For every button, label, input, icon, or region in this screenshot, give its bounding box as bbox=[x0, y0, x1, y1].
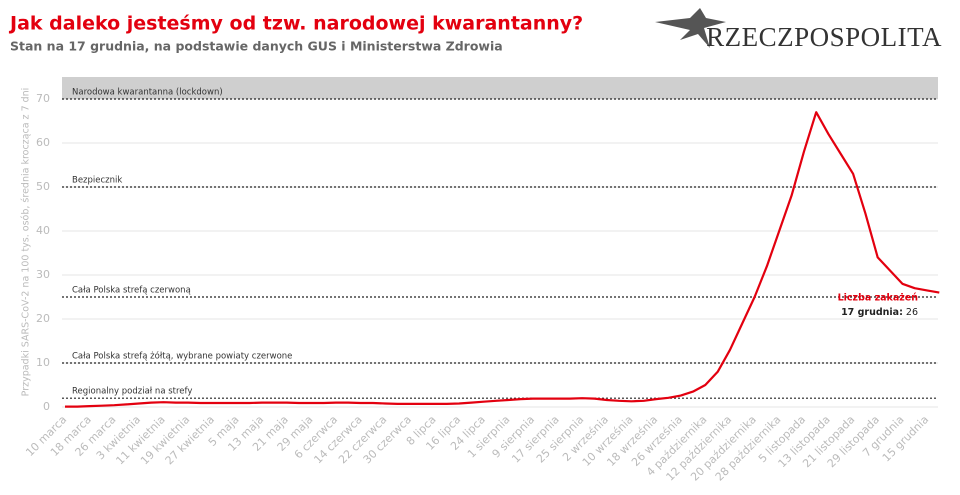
chart-title: Jak daleko jesteśmy od tzw. narodowej kw… bbox=[8, 13, 583, 35]
annotation-date: 17 grudnia: bbox=[841, 307, 903, 318]
y-axis-label: Przypadki SARS-CoV-2 na 100 tys. osób, ś… bbox=[21, 88, 32, 397]
reference-label: Cała Polska strefą żółtą, wybrane powiat… bbox=[72, 351, 292, 362]
logo-text: RZECZPOSPOLITA bbox=[706, 22, 942, 52]
y-tick-label: 0 bbox=[43, 400, 50, 413]
annotation-value: 26 bbox=[906, 307, 918, 318]
y-tick-label: 50 bbox=[36, 180, 50, 193]
y-tick-label: 10 bbox=[36, 356, 50, 369]
logo-eagle bbox=[655, 8, 726, 48]
reference-label: Regionalny podział na strefy bbox=[72, 387, 192, 397]
chart-subtitle: Stan na 17 grudnia, na podstawie danych … bbox=[10, 39, 503, 54]
y-tick-label: 40 bbox=[36, 224, 50, 237]
lockdown-band bbox=[62, 77, 938, 99]
reference-label: Bezpiecznik bbox=[72, 176, 122, 186]
reference-label: Cała Polska strefą czerwoną bbox=[72, 286, 191, 296]
reference-label: Narodowa kwarantanna (lockdown) bbox=[72, 88, 223, 98]
logo: RZECZPOSPOLITA bbox=[655, 8, 942, 52]
y-tick-label: 20 bbox=[36, 312, 50, 325]
y-tick-label: 30 bbox=[36, 268, 50, 281]
series-label: Liczba zakażeń bbox=[838, 293, 919, 304]
y-tick-label: 60 bbox=[36, 136, 50, 149]
y-tick-label: 70 bbox=[36, 92, 50, 105]
annotation: 17 grudnia: 26 bbox=[841, 307, 918, 318]
series-line bbox=[65, 111, 940, 408]
